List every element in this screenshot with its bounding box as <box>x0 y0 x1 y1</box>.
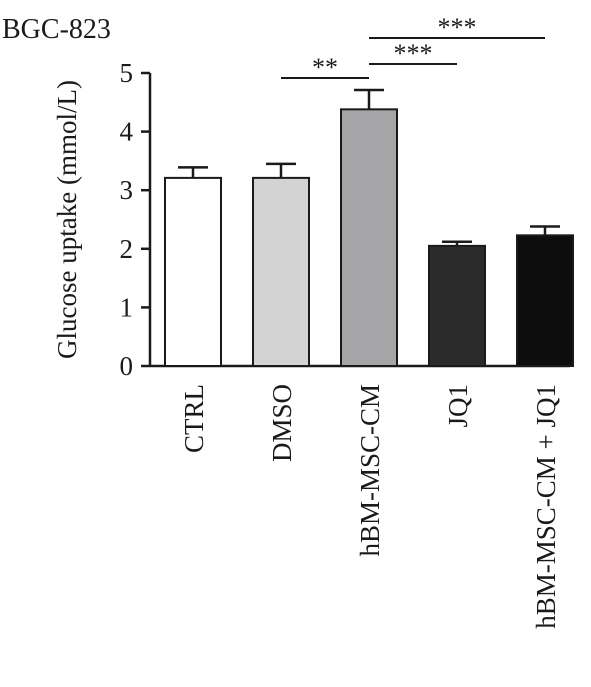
category-labels: CTRL DMSO hBM-MSC-CM JQ1 hBM-MSC-CM + JQ1 <box>179 384 561 629</box>
x-tick-label: JQ1 <box>443 384 473 428</box>
y-tick-label: 1 <box>120 292 134 322</box>
y-tick-label: 3 <box>120 175 134 205</box>
y-tick-label: 0 <box>120 351 134 381</box>
bar-dmso <box>252 176 310 367</box>
y-tick-label: 4 <box>120 117 134 147</box>
x-tick-label: hBM-MSC-CM <box>355 384 385 557</box>
y-tick-label: 2 <box>120 234 134 264</box>
significance-brackets: ** ****** <box>281 13 545 82</box>
error-bars <box>178 88 560 246</box>
y-tick-label: 5 <box>120 58 134 88</box>
bar-hbm-msc-cm <box>340 108 398 367</box>
y-axis-label: Glucose uptake (mmol/L) <box>52 80 82 359</box>
x-tick-label: CTRL <box>179 384 209 453</box>
x-tick-label: hBM-MSC-CM + JQ1 <box>531 384 561 629</box>
bar-jq1 <box>428 244 486 367</box>
significance-label: ** <box>312 53 338 82</box>
bar-hbm-msc-cm-jq1 <box>516 234 574 367</box>
bars <box>164 108 574 367</box>
significance-label: *** <box>438 13 477 42</box>
significance-label: *** <box>394 39 433 68</box>
chart-title: BGC-823 <box>2 14 111 45</box>
x-tick-label: DMSO <box>267 384 297 462</box>
bar-ctrl <box>164 176 222 367</box>
